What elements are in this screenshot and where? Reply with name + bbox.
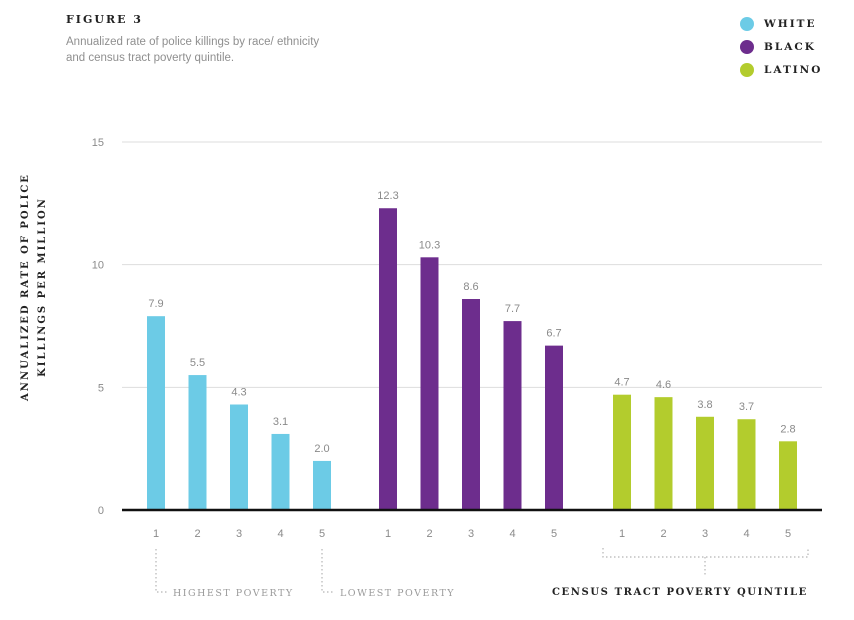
bar: [696, 416, 714, 510]
data-label: 6.7: [546, 328, 561, 340]
x-tick-label: 5: [319, 528, 325, 540]
bar: [420, 257, 439, 510]
bar: [313, 460, 331, 510]
bar: [779, 441, 797, 510]
figure-label: FIGURE 3: [66, 13, 143, 26]
legend-item-black: BLACK: [740, 35, 822, 58]
data-label: 10.3: [419, 239, 440, 251]
legend-label-black: BLACK: [764, 40, 816, 53]
x-tick-label: 4: [277, 528, 283, 540]
x-tick-label: 3: [468, 528, 474, 540]
legend-swatch-white: [740, 16, 754, 31]
leader-highest-poverty: [155, 549, 168, 593]
x-tick-label: 3: [702, 528, 708, 540]
legend-label-white: WHITE: [764, 17, 817, 30]
legend-swatch-latino: [740, 62, 754, 77]
x-axis-title: CENSUS TRACT POVERTY QUINTILE: [552, 587, 808, 598]
y-tick-label: 10: [92, 260, 104, 272]
x-tick-label: 2: [194, 528, 200, 540]
bar: [230, 404, 248, 510]
x-tick-label: 4: [509, 528, 515, 540]
data-label: 4.3: [231, 387, 246, 399]
bar: [545, 345, 563, 510]
bar: [737, 419, 756, 510]
legend: WHITE BLACK LATINO: [740, 12, 822, 81]
x-tick-label: 5: [551, 528, 557, 540]
x-tick-label: 1: [385, 528, 391, 540]
chart-title: Annualized rate of police killings by ra…: [66, 36, 320, 64]
x-tick-label: 5: [785, 528, 791, 540]
data-label: 12.3: [377, 190, 398, 202]
note-highest-poverty: HIGHEST POVERTY: [173, 588, 294, 599]
data-label: 3.7: [739, 401, 754, 413]
bar: [654, 397, 673, 510]
data-label: 2.8: [780, 423, 795, 435]
data-label: 3.8: [697, 399, 712, 411]
bar: [613, 394, 631, 510]
legend-item-white: WHITE: [740, 12, 822, 35]
bar: [462, 299, 480, 510]
data-label: 7.7: [505, 303, 520, 315]
legend-item-latino: LATINO: [740, 58, 822, 81]
legend-swatch-black: [740, 39, 754, 54]
data-label: 5.5: [190, 357, 205, 369]
bar: [188, 375, 207, 510]
note-lowest-poverty: LOWEST POVERTY: [340, 588, 456, 599]
x-tick-label: 1: [153, 528, 159, 540]
y-tick-label: 0: [98, 505, 104, 517]
data-label: 4.7: [614, 377, 629, 389]
y-tick-label: 15: [92, 137, 104, 149]
bracket-quintile: [602, 548, 809, 558]
data-label: 7.9: [148, 298, 163, 310]
x-tick-label: 2: [426, 528, 432, 540]
data-label: 8.6: [463, 281, 478, 293]
x-tick-label: 3: [236, 528, 242, 540]
y-tick-label: 5: [98, 382, 104, 394]
legend-label-latino: LATINO: [764, 63, 823, 76]
bar: [147, 316, 165, 510]
data-label: 2.0: [314, 443, 329, 455]
data-label: 4.6: [656, 379, 671, 391]
data-label: 3.1: [273, 416, 288, 428]
bar: [503, 321, 522, 510]
bar: [379, 208, 397, 511]
bar: [271, 433, 290, 510]
x-tick-label: 2: [660, 528, 666, 540]
leader-lowest-poverty: [321, 549, 334, 593]
x-tick-label: 1: [619, 528, 625, 540]
x-tick-label: 4: [743, 528, 749, 540]
